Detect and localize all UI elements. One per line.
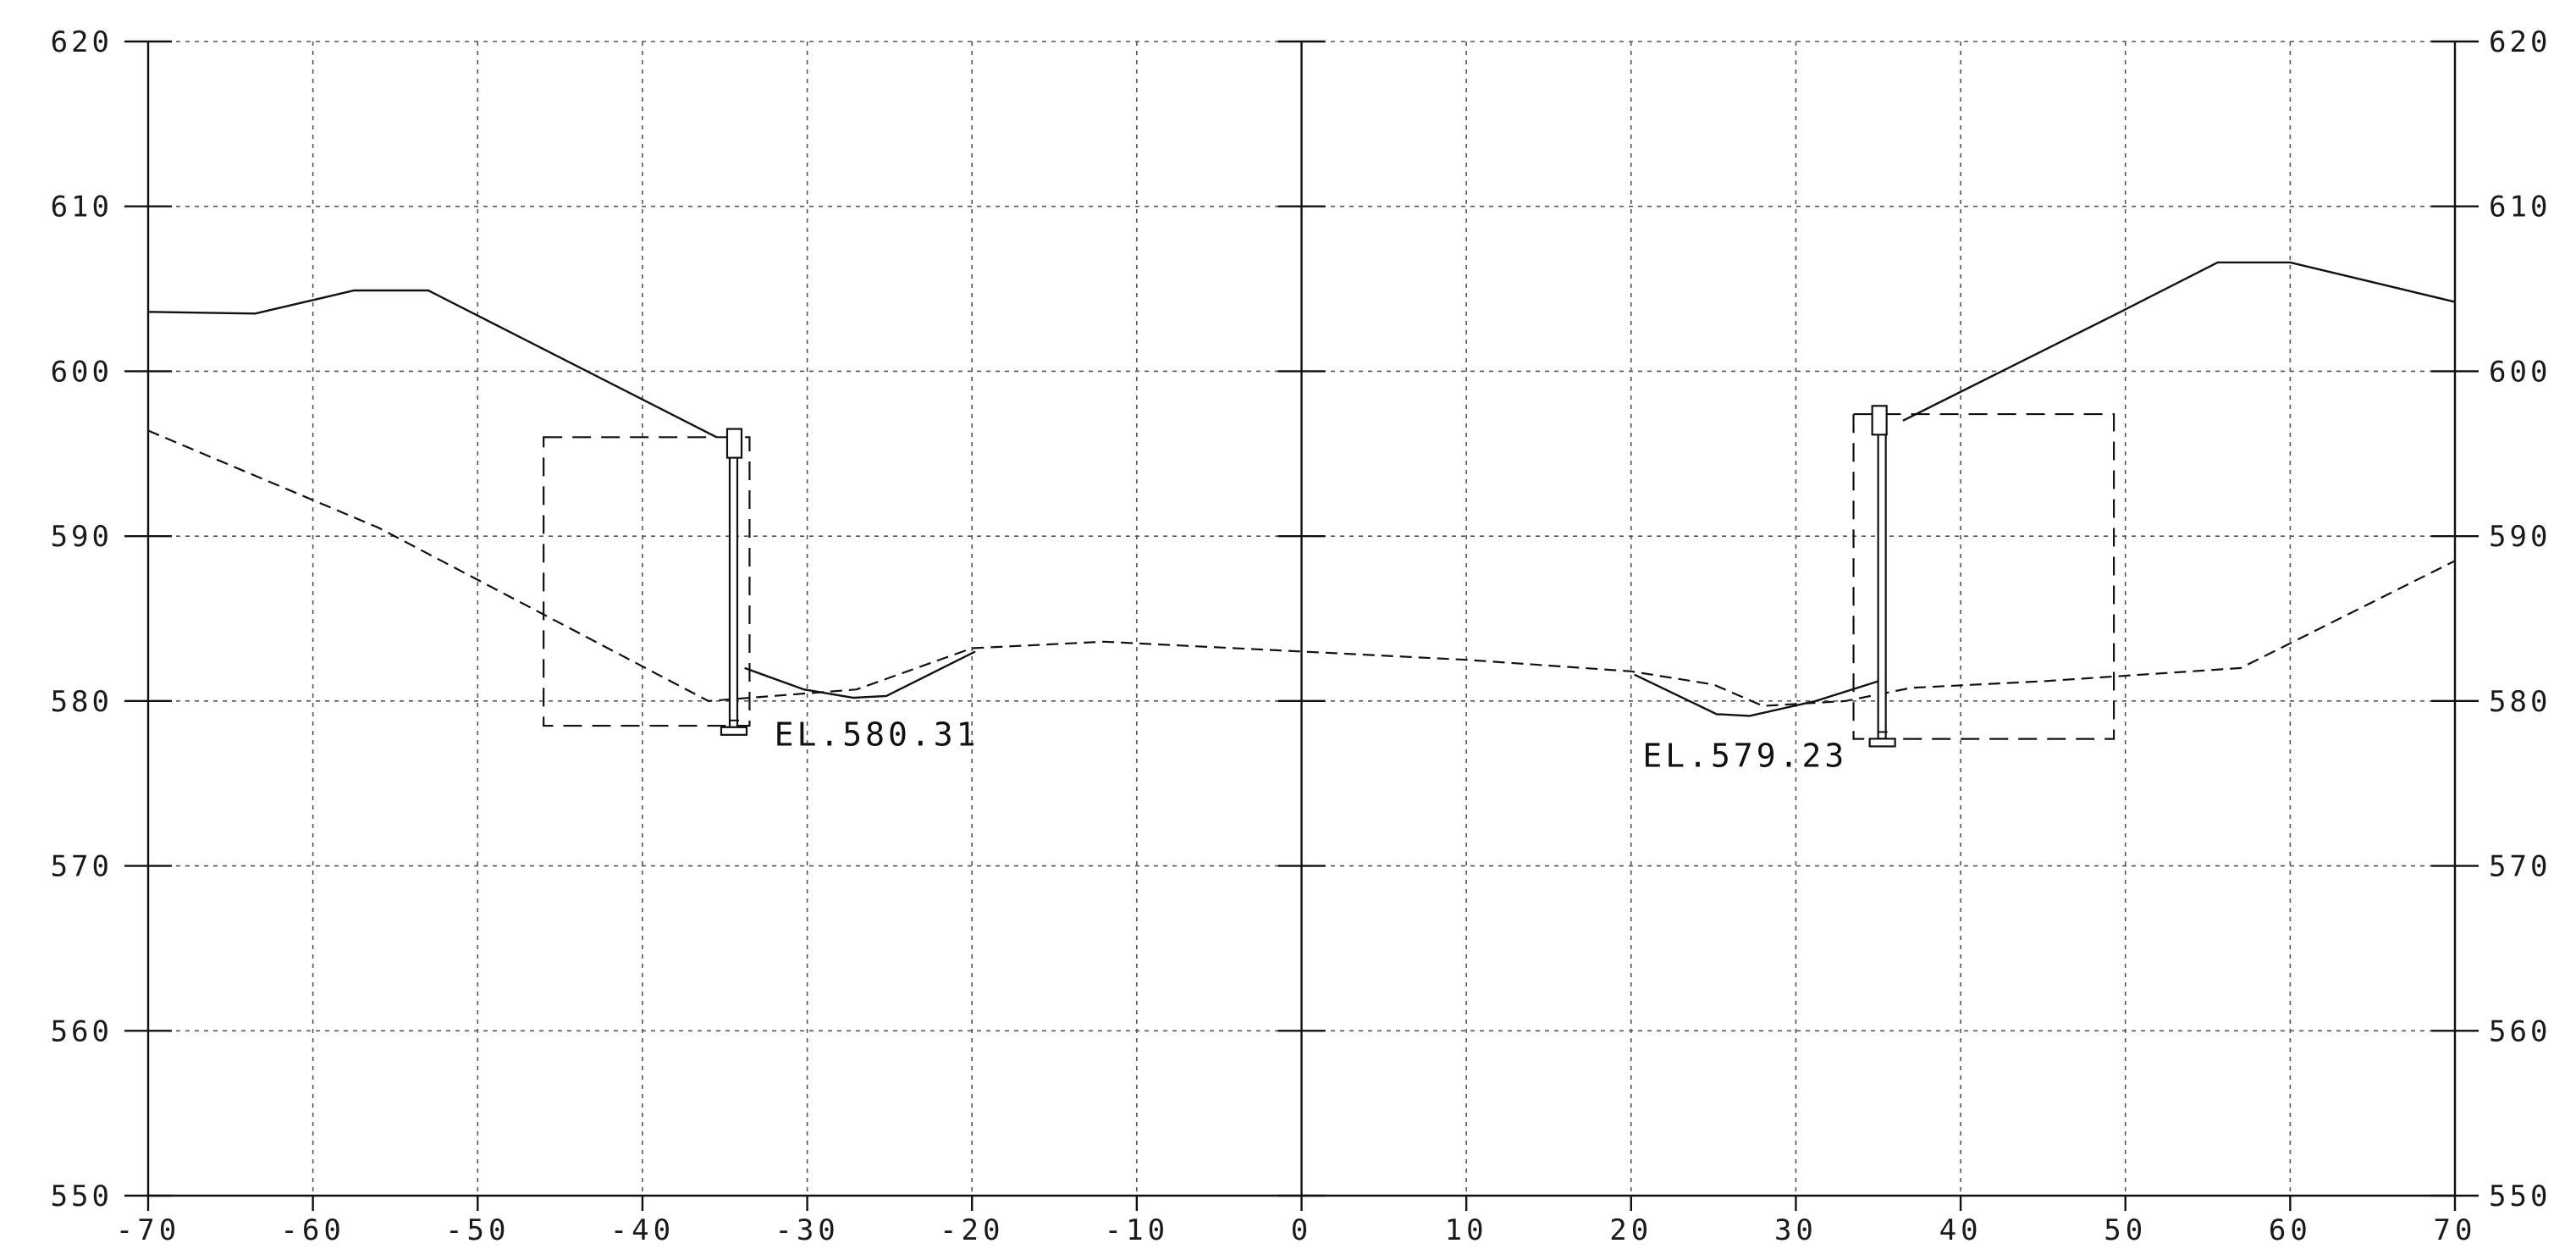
y-tick-label-right: 560 — [2489, 1014, 2551, 1048]
excavation-limit-right — [1852, 412, 2115, 740]
y-tick-label-left: 600 — [51, 355, 113, 389]
y-tick-label-right: 550 — [2489, 1180, 2551, 1213]
x-tick-label: 40 — [1939, 1213, 1983, 1247]
y-tick-label-left: 590 — [51, 520, 113, 554]
profile-lines — [147, 261, 2456, 717]
x-tick-label: 30 — [1774, 1213, 1818, 1247]
existing-ground-line — [1634, 673, 1879, 717]
x-tick-label: 20 — [1609, 1213, 1652, 1247]
y-tick-label-right: 580 — [2489, 685, 2551, 719]
y-tick-label-right: 570 — [2489, 850, 2551, 884]
wall-stem-left — [728, 439, 739, 728]
wall-stem-right — [1877, 417, 1887, 740]
x-tick-label: -20 — [940, 1213, 1004, 1247]
y-tick-label-left: 580 — [51, 685, 113, 719]
x-tick-label: 0 — [1291, 1213, 1312, 1247]
x-tick-label: -10 — [1105, 1213, 1169, 1247]
x-tick-label: 50 — [2104, 1213, 2147, 1247]
y-tick-label-right: 590 — [2489, 520, 2551, 554]
excavation-limit-left — [543, 436, 751, 727]
wall-cap-left — [725, 428, 743, 459]
elevation-label: EL.579.23 — [1642, 738, 1847, 775]
wall-cap-right — [1871, 405, 1888, 436]
y-tick-label-right: 600 — [2489, 355, 2551, 389]
existing-ground-line — [1902, 261, 2456, 422]
x-tick-label: 70 — [2434, 1213, 2477, 1247]
retaining-walls — [543, 405, 2115, 748]
x-tick-label: -50 — [445, 1213, 510, 1247]
elevation-label: EL.580.31 — [775, 716, 979, 753]
x-tick-label: -30 — [775, 1213, 839, 1247]
existing-ground-line — [744, 650, 976, 699]
elevation-annotations: EL.580.31 EL.579.23 — [775, 716, 1847, 775]
y-tick-label-left: 550 — [51, 1180, 113, 1213]
wall-footing-left — [720, 726, 748, 736]
x-tick-label: -70 — [116, 1213, 180, 1247]
grid — [148, 41, 2455, 1196]
axes — [124, 40, 2479, 1211]
wall-footing-right — [1868, 738, 1896, 748]
y-tick-label-left: 570 — [51, 850, 113, 884]
x-tick-label: 60 — [2269, 1213, 2312, 1247]
x-tick-label: -60 — [280, 1213, 345, 1247]
x-tick-label: 10 — [1445, 1213, 1488, 1247]
y-tick-label-left: 610 — [51, 191, 113, 224]
proposed-grade-line — [147, 429, 2456, 707]
y-tick-label-right: 620 — [2489, 25, 2551, 59]
x-tick-label: -40 — [610, 1213, 675, 1247]
y-tick-label-left: 620 — [51, 25, 113, 59]
y-tick-label-right: 610 — [2489, 191, 2551, 224]
y-tick-label-left: 560 — [51, 1014, 113, 1048]
existing-ground-line — [147, 289, 718, 439]
